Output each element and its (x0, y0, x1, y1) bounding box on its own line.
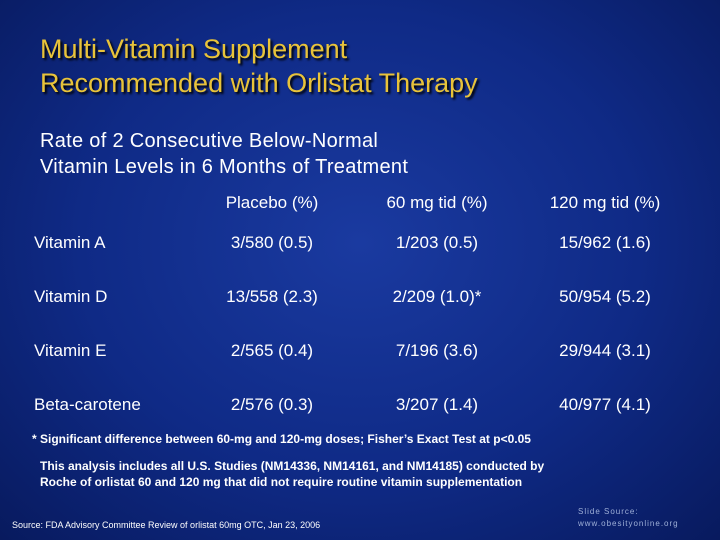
row-label: Vitamin E (34, 341, 107, 360)
cell: 50/954 (5.2) (559, 287, 651, 306)
subtitle-line: Vitamin Levels in 6 Months of Treatment (40, 156, 409, 178)
row-label: Beta-carotene (34, 395, 141, 414)
cell: 2/576 (0.3) (230, 395, 314, 414)
column-header: 60 mg tid (%) (386, 193, 488, 212)
column-header: Placebo (%) (225, 193, 319, 212)
cell: 15/962 (1.6) (559, 233, 651, 252)
note-line: Roche of orlistat 60 and 120 mg that did… (40, 475, 523, 489)
cell: 1/203 (0.5) (395, 233, 479, 252)
cell: 2/209 (1.0)* (392, 287, 482, 306)
credit: Slide Source: www.obesityonline.org (578, 506, 679, 530)
subtitle: Rate of 2 Consecutive Below-Normal Vitam… (40, 128, 408, 180)
source: Source: FDA Advisory Committee Review of… (12, 520, 321, 530)
credit-line: www.obesityonline.org (578, 519, 679, 528)
note-line: This analysis includes all U.S. Studies … (40, 459, 545, 473)
row-label: Vitamin A (34, 233, 106, 252)
title-line: Multi-Vitamin Supplement (40, 34, 348, 64)
note: This analysis includes all U.S. Studies … (40, 458, 544, 490)
title-line: Recommended with Orlistat Therapy (40, 68, 478, 98)
cell: 3/207 (1.4) (395, 395, 479, 414)
subtitle-line: Rate of 2 Consecutive Below-Normal (40, 130, 379, 152)
cell: 40/977 (4.1) (559, 395, 651, 414)
row-label: Vitamin D (34, 287, 108, 306)
title: Multi-Vitamin Supplement Recommended wit… (40, 32, 478, 100)
cell: 3/580 (0.5) (230, 233, 314, 252)
footnote: * Significant difference between 60-mg a… (32, 432, 531, 446)
cell: 13/558 (2.3) (226, 287, 318, 306)
cell: 7/196 (3.6) (395, 341, 479, 360)
credit-line: Slide Source: (578, 507, 639, 516)
column-header: 120 mg tid (%) (549, 193, 661, 212)
cell: 29/944 (3.1) (559, 341, 651, 360)
cell: 2/565 (0.4) (230, 341, 314, 360)
